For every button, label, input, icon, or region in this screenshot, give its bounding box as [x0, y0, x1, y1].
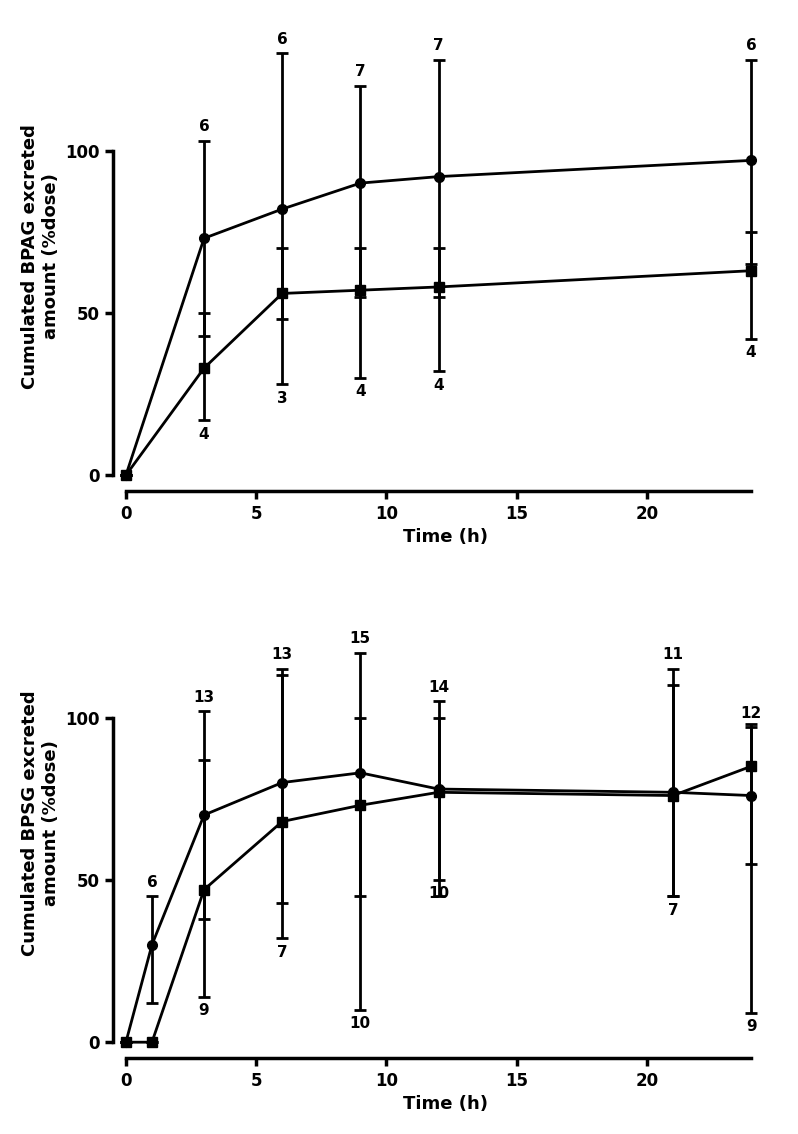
- Text: 15: 15: [350, 632, 371, 646]
- Text: 13: 13: [193, 689, 215, 704]
- Text: 4: 4: [199, 426, 209, 441]
- Text: 9: 9: [746, 1019, 757, 1034]
- Text: 6: 6: [277, 32, 287, 46]
- Text: 6: 6: [746, 39, 757, 53]
- Y-axis label: Cumulated BPSG excreted
amount (%dose): Cumulated BPSG excreted amount (%dose): [21, 691, 60, 956]
- Text: 7: 7: [668, 903, 678, 917]
- Text: 9: 9: [199, 1004, 209, 1018]
- Text: 6: 6: [199, 119, 209, 135]
- Text: 7: 7: [277, 945, 287, 959]
- Text: 3: 3: [277, 391, 287, 406]
- Text: 4: 4: [433, 378, 444, 392]
- Text: 7: 7: [433, 39, 444, 53]
- Text: 4: 4: [355, 384, 365, 399]
- Text: 4: 4: [746, 346, 757, 361]
- Y-axis label: Cumulated BPAG excreted
amount (%dose): Cumulated BPAG excreted amount (%dose): [21, 124, 60, 389]
- Text: 13: 13: [271, 648, 293, 662]
- X-axis label: Time (h): Time (h): [402, 1095, 488, 1114]
- Text: 14: 14: [428, 680, 449, 695]
- Text: 10: 10: [428, 887, 449, 902]
- Text: 6: 6: [147, 874, 157, 890]
- Text: 10: 10: [350, 1016, 371, 1031]
- Text: 12: 12: [741, 705, 762, 721]
- Text: 11: 11: [662, 648, 683, 662]
- X-axis label: Time (h): Time (h): [402, 528, 488, 547]
- Text: 7: 7: [355, 65, 365, 79]
